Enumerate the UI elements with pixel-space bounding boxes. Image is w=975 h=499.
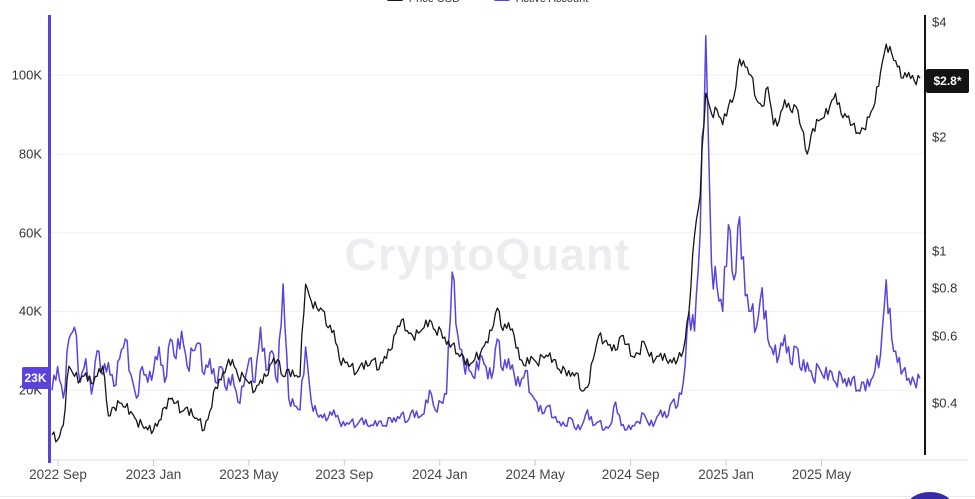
legend-item-active-account[interactable]: Active Account <box>494 0 588 5</box>
y-axis-left-label: 80K <box>18 146 42 162</box>
x-axis-label: 2022 Sep <box>29 467 87 482</box>
y-axis-left-label: 100K <box>11 67 42 83</box>
cryptoquant-watermark: CryptoQuant <box>344 229 631 280</box>
y-axis-right-label: $1 <box>932 243 947 259</box>
x-axis-label: 2025 Jan <box>698 467 754 482</box>
legend-label-price-usd: Price USD <box>409 0 460 5</box>
x-axis-label: 2024 May <box>505 467 565 482</box>
price-series-marker <box>386 0 403 1</box>
x-axis-label: 2023 Jan <box>125 467 182 482</box>
price-current-badge: $2.8* <box>926 69 969 93</box>
active-account-series-marker <box>494 0 511 1</box>
x-axis-label: 2024 Sep <box>601 467 660 482</box>
y-axis-right-label: $4 <box>932 14 947 30</box>
chat-widget-button[interactable] <box>907 492 953 499</box>
y-axis-right-label: $0.4 <box>932 395 958 411</box>
chart-legend: Price USD Active Account <box>0 0 975 5</box>
y-axis-left-label: 40K <box>18 303 42 319</box>
x-axis-label: 2023 Sep <box>315 467 374 482</box>
y-axis-right-label: $0.6 <box>932 328 958 344</box>
x-axis-label: 2024 Jan <box>411 467 468 482</box>
price-usd-line <box>51 43 921 443</box>
y-axis-left-label: 60K <box>18 225 42 241</box>
y-axis-right-label: $0.8 <box>932 280 958 296</box>
legend-item-price-usd[interactable]: Price USD <box>386 0 460 5</box>
active-account-line <box>51 35 921 431</box>
active-account-current-badge: 23K <box>22 367 49 389</box>
y-axis-right-label: $2 <box>932 129 947 145</box>
x-axis-label: 2025 May <box>791 467 852 482</box>
legend-label-active-account: Active Account <box>516 0 588 5</box>
panel-divider <box>0 496 975 497</box>
x-axis-label: 2023 May <box>219 467 279 482</box>
